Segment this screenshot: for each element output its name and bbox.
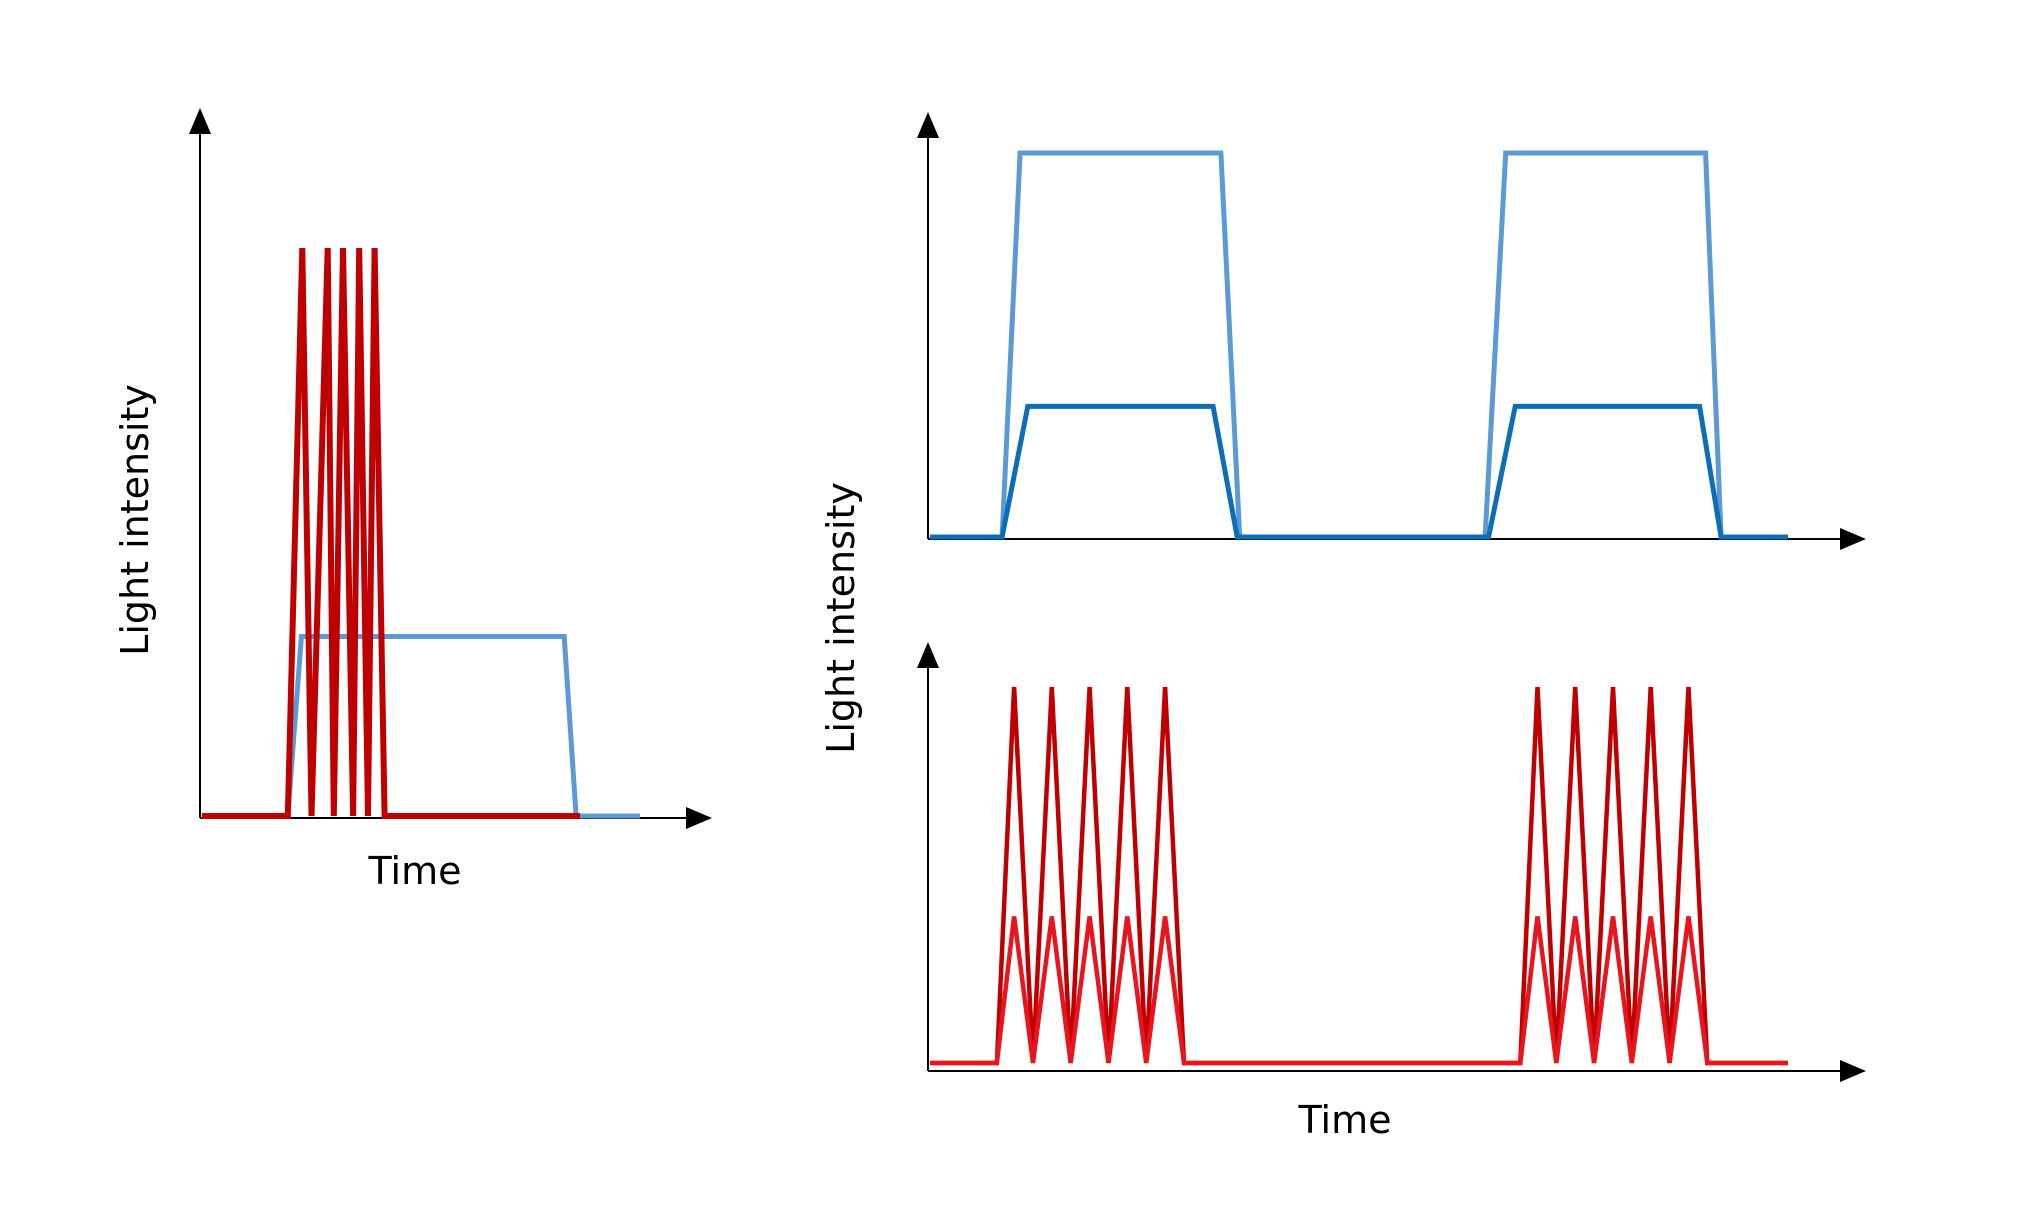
chart-left-x-axis-label: Time xyxy=(368,849,462,893)
chart-right-top-series xyxy=(930,150,1788,540)
chart-right-top-y-axis-label: Light intensity xyxy=(819,482,863,754)
chart-left-x-axis-arrow xyxy=(686,807,712,829)
chart-right-top-series-1-line xyxy=(930,150,1788,540)
chart-left-series xyxy=(202,247,640,819)
chart-right-bottom-x-axis-label: Time xyxy=(1298,1098,1392,1142)
chart-left-panel: Light intensity Time xyxy=(113,108,712,893)
chart-right-bottom-y-axis-arrow xyxy=(917,642,939,668)
chart-left-series-2-line xyxy=(202,247,580,819)
chart-right-top-series-2-line xyxy=(930,403,1788,540)
chart-right-top-axes xyxy=(917,112,1866,550)
chart-right-top-x-axis-arrow xyxy=(1840,528,1866,550)
chart-right-top-y-axis-arrow xyxy=(917,112,939,138)
chart-left-y-axis-arrow xyxy=(189,108,211,134)
chart-right-bottom-x-axis-arrow xyxy=(1840,1060,1866,1082)
chart-right-top-panel: Light intensity xyxy=(819,112,1866,754)
chart-right-bottom-series xyxy=(930,686,1788,1066)
chart-left-y-axis-label: Light intensity xyxy=(113,384,157,656)
chart-right-bottom-series-2-line xyxy=(930,916,1788,1066)
chart-left-series-1-line xyxy=(202,634,640,819)
chart-right-bottom-axes xyxy=(917,642,1866,1082)
chart-left-axes xyxy=(189,108,712,829)
chart-right-bottom-panel: Time xyxy=(917,642,1866,1142)
chart-right-bottom-series-1-line xyxy=(930,686,1788,1066)
